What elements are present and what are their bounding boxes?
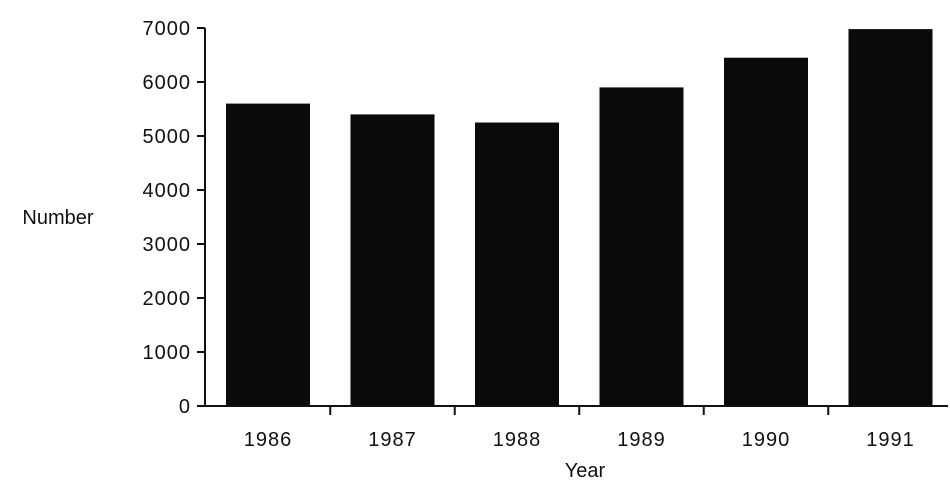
bar-1986 — [226, 103, 310, 406]
x-tick-label: 1986 — [244, 429, 293, 451]
y-tick-label: 3000 — [143, 234, 192, 256]
y-tick-label: 2000 — [143, 288, 192, 310]
x-tick-label: 1990 — [742, 429, 791, 451]
y-axis-title: Number — [22, 207, 93, 229]
plot-axes — [204, 28, 948, 407]
x-axis-title: Year — [565, 460, 606, 482]
y-tick-label: 1000 — [143, 342, 192, 364]
x-tick-label: 1989 — [617, 429, 666, 451]
y-ticks: 0 1000 2000 3000 4000 5000 6000 7000 — [143, 18, 205, 418]
bar-1987 — [350, 114, 435, 407]
bar-1988 — [475, 122, 559, 406]
plot-bars — [226, 29, 933, 407]
x-tick-label: 1987 — [368, 429, 417, 451]
x-ticks: 1986 1987 1988 1989 1990 1991 — [244, 406, 915, 451]
y-tick-label: 0 — [179, 396, 191, 418]
bar-1990 — [724, 57, 808, 406]
y-tick-label: 6000 — [143, 72, 192, 94]
x-tick-label: 1988 — [493, 429, 542, 451]
bar-1991 — [848, 29, 933, 406]
x-tick-label: 1991 — [866, 429, 915, 451]
y-tick-label: 5000 — [143, 126, 192, 148]
bar-1989 — [599, 87, 684, 407]
y-tick-label: 4000 — [143, 180, 192, 202]
y-tick-label: 7000 — [143, 18, 192, 40]
